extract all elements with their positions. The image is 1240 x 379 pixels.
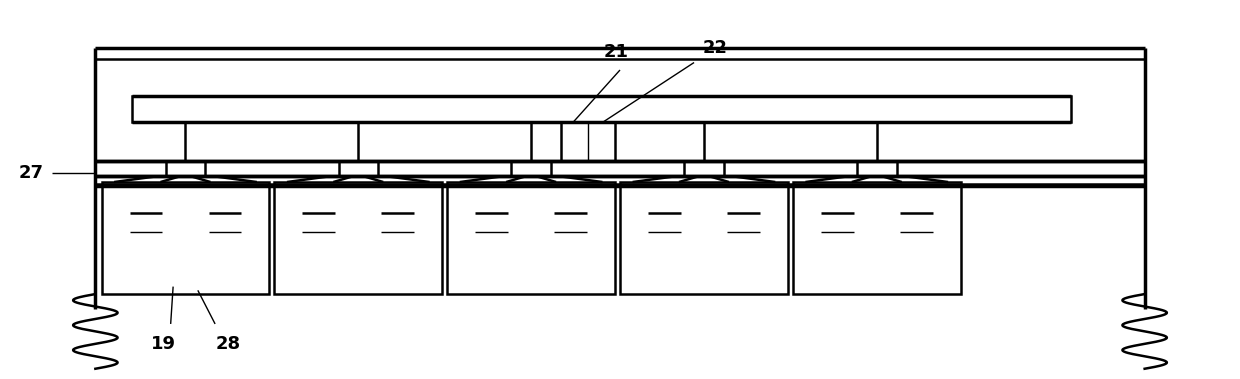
- Text: 19: 19: [151, 335, 176, 353]
- Bar: [339, 161, 378, 177]
- Bar: [684, 161, 724, 177]
- Bar: [857, 161, 897, 177]
- Text: 28: 28: [216, 335, 242, 353]
- Bar: [448, 182, 615, 294]
- Text: 21: 21: [604, 43, 629, 61]
- Bar: [620, 182, 787, 294]
- Bar: [560, 122, 615, 161]
- Bar: [511, 161, 551, 177]
- Bar: [102, 182, 269, 294]
- Bar: [133, 96, 1070, 122]
- Text: 22: 22: [703, 39, 728, 57]
- Text: 27: 27: [19, 164, 43, 182]
- Bar: [274, 182, 443, 294]
- Bar: [166, 161, 206, 177]
- Bar: [792, 182, 961, 294]
